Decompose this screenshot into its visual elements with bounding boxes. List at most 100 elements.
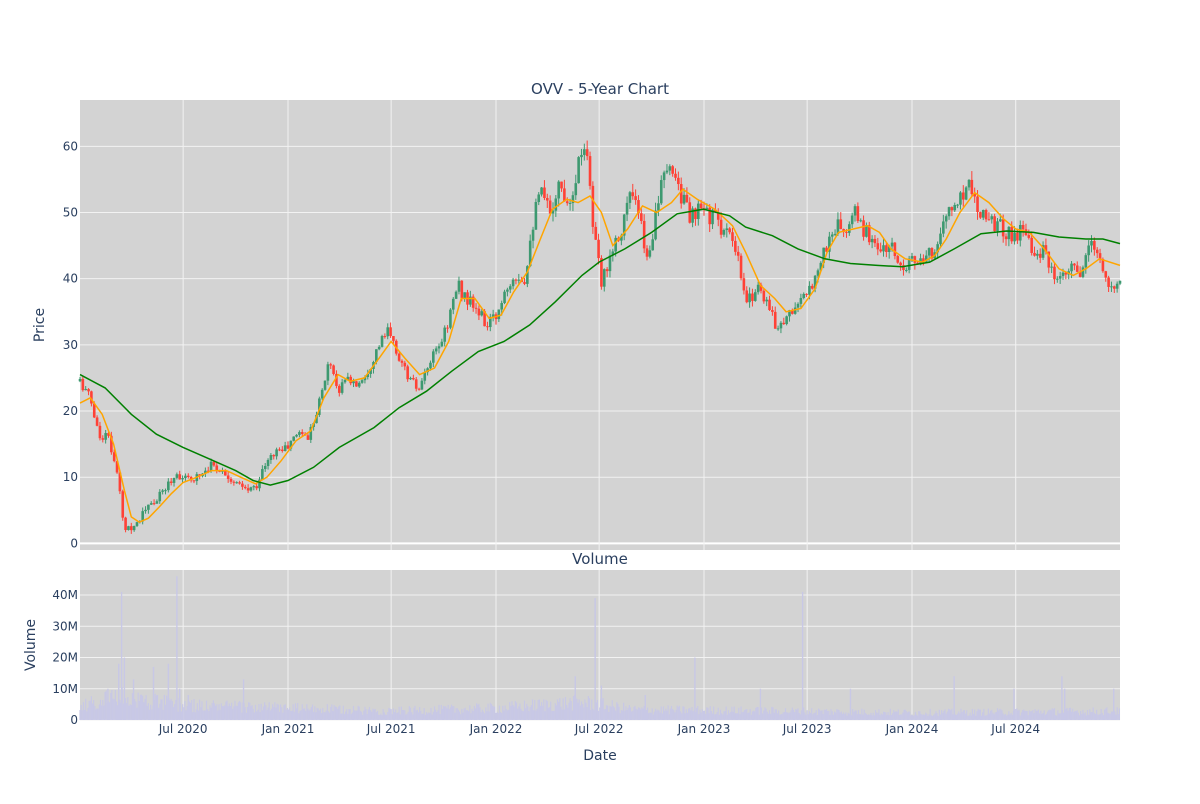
date-x-axis-ticks: Jul 2020 Jan 2021 Jul 2021 Jan 2022 Jul 2022… (158, 722, 1040, 736)
candle-body (186, 475, 190, 478)
candle-body (816, 270, 820, 276)
volume-bar (438, 704, 440, 720)
price-y-tick-label: 20 (63, 404, 78, 418)
volume-bar (279, 704, 282, 720)
volume-bar (156, 694, 159, 720)
volume-bar (276, 703, 278, 720)
volume-bar (683, 706, 685, 720)
volume-bar (517, 708, 519, 720)
candle-body (953, 204, 957, 211)
candle-body (460, 280, 464, 300)
candle-body (523, 282, 526, 284)
volume-bar (668, 714, 670, 720)
candle-body (731, 232, 734, 241)
volume-spike-bar (1013, 688, 1015, 720)
candle-body (725, 228, 729, 230)
volume-bar (358, 706, 360, 720)
volume-bar (430, 707, 432, 720)
candle-body (608, 255, 612, 272)
candle-body (252, 486, 256, 488)
x-axis-label: Date (583, 748, 616, 764)
volume-bar (199, 699, 201, 720)
volume-bar (371, 711, 373, 720)
volume-bar (314, 706, 316, 720)
volume-bar (813, 712, 815, 720)
volume-bar (1037, 709, 1040, 720)
volume-bar (436, 711, 438, 720)
volume-bar (323, 712, 325, 720)
candle-body (1090, 241, 1093, 246)
volume-bar (1105, 708, 1107, 720)
volume-bar (134, 699, 136, 720)
volume-bar (709, 706, 711, 720)
volume-bar (751, 711, 754, 720)
volume-bar (224, 705, 226, 720)
candle-body (483, 311, 486, 327)
candle-body (340, 382, 344, 393)
candle-body (902, 265, 905, 271)
volume-bar (678, 705, 681, 720)
volume-bar (453, 706, 455, 720)
volume-bar (499, 712, 502, 720)
volume-bar (302, 708, 304, 720)
candle-body (674, 173, 677, 178)
candle-body (403, 362, 407, 367)
volume-bar (994, 712, 996, 720)
volume-bar (615, 710, 617, 720)
volume-bar (437, 710, 439, 720)
candle-body (118, 472, 122, 492)
candle-body (503, 291, 506, 304)
candle-body (984, 210, 988, 220)
volume-bar (232, 708, 234, 720)
volume-bar (82, 702, 85, 720)
volume-bar (1040, 710, 1042, 720)
volume-bar (137, 692, 139, 720)
candle-body (679, 184, 683, 204)
candle-body (175, 474, 179, 478)
volume-bar (405, 714, 407, 720)
volume-bar (1108, 713, 1110, 720)
volume-bar (817, 708, 820, 720)
volume-bar (501, 712, 503, 720)
volume-bar (1051, 708, 1053, 720)
volume-bar (281, 707, 283, 720)
volume-bar (521, 710, 523, 720)
volume-bar (836, 709, 838, 720)
volume-bar (713, 706, 715, 720)
volume-bar (746, 709, 748, 720)
volume-bar (1045, 713, 1048, 720)
volume-bar (1059, 713, 1061, 720)
volume-bar (566, 704, 568, 720)
candle-body (508, 286, 512, 290)
volume-bar (469, 705, 471, 720)
candle-body (261, 469, 264, 480)
price-gridlines (80, 100, 1120, 550)
volume-bar (348, 709, 350, 720)
volume-bar (1032, 710, 1034, 720)
candle-body (602, 269, 606, 287)
candle-body (375, 349, 378, 362)
volume-bar (968, 715, 970, 720)
volume-bar (800, 710, 803, 720)
candle-body (944, 216, 948, 222)
volume-bar (1083, 713, 1085, 720)
volume-bar (1102, 715, 1105, 720)
volume-bar (584, 699, 586, 720)
candle-body (335, 373, 338, 386)
volume-bar (871, 715, 873, 720)
volume-bar (674, 712, 676, 720)
volume-bar (461, 708, 463, 720)
candle-body (645, 248, 649, 257)
volume-bar (370, 710, 372, 720)
volume-bar (1023, 709, 1025, 720)
candle-body (830, 234, 834, 237)
volume-bar (974, 709, 976, 720)
candle-body (907, 258, 911, 270)
volume-bar (297, 703, 299, 720)
volume-bar (612, 706, 614, 720)
volume-bar (466, 710, 469, 720)
volume-bar (445, 706, 447, 720)
volume-bar (1084, 712, 1086, 720)
volume-bar (1018, 709, 1020, 720)
volume-bar (85, 698, 87, 720)
